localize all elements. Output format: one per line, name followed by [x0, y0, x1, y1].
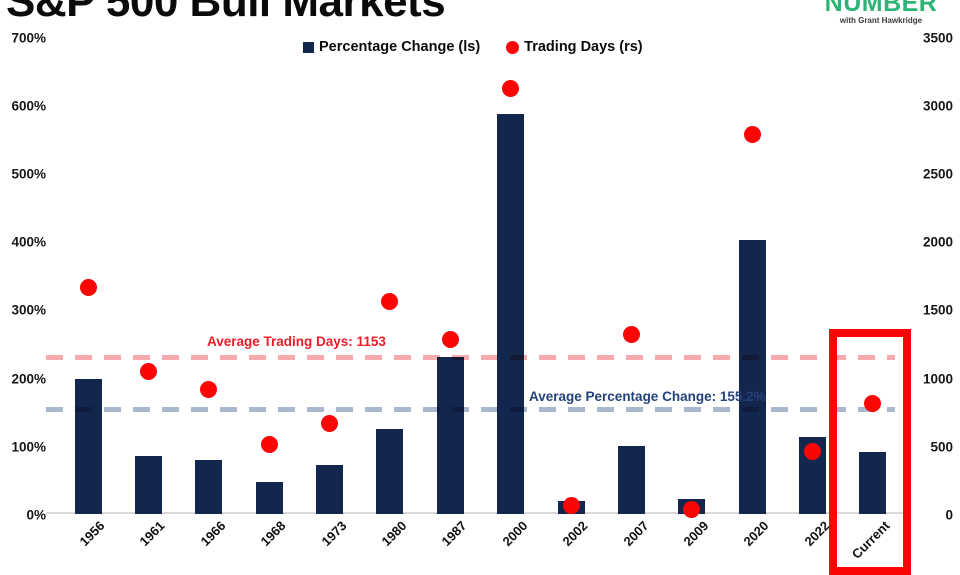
trading-days-dot-2002 [562, 496, 580, 514]
left-axis-tick-label: 300% [11, 302, 46, 318]
right-axis-tick-label: 3500 [922, 30, 953, 46]
trading-days-dot-2020 [743, 126, 761, 144]
trading-days-dot-2000 [502, 79, 520, 97]
page-title: S&P 500 Bull Markets [6, 0, 446, 26]
left-axis-tick-label: 400% [11, 234, 46, 250]
left-axis-tick-label: 100% [11, 439, 46, 455]
bar-1966 [195, 460, 223, 514]
bar-1980 [376, 429, 404, 514]
brand-tagline: with Grant Hawkridge [839, 16, 923, 25]
x-tick-label: 2000 [499, 518, 531, 550]
right-axis-tick-label: 1000 [922, 371, 953, 387]
legend-item-trading-days: Trading Days (rs) [506, 39, 643, 55]
bar-swatch-icon [303, 41, 314, 53]
left-axis-tick-label: 500% [11, 166, 46, 182]
trading-days-dot-1980 [381, 292, 399, 310]
x-axis-line [46, 512, 908, 514]
trading-days-dot-1966 [200, 381, 218, 399]
left-axis-tick-label: 200% [11, 371, 46, 387]
trading-days-dot-1961 [139, 362, 157, 380]
trading-days-dot-2007 [622, 325, 640, 343]
bar-1961 [134, 456, 162, 514]
x-tick-label: 1966 [197, 518, 229, 550]
left-axis-tick-label: 0% [26, 507, 46, 523]
left-axis-tick-label: 700% [11, 30, 46, 46]
right-axis-tick-label: 2500 [922, 166, 953, 182]
bar-1956 [74, 378, 102, 514]
x-tick-label: 1973 [318, 518, 350, 550]
trading-days-dot-1968 [260, 435, 278, 453]
bar-current [859, 452, 887, 514]
legend-label: Percentage Change (ls) [319, 39, 481, 55]
trading-days-dot-1987 [441, 330, 459, 348]
x-tick-label: 1956 [76, 518, 108, 550]
x-tick-label: 1987 [438, 518, 470, 550]
bar-1973 [316, 464, 344, 514]
right-axis-tick-label: 0 [945, 507, 953, 523]
trading-days-dot-1956 [79, 278, 97, 296]
bar-2000 [497, 114, 525, 514]
legend-label: Trading Days (rs) [524, 39, 643, 55]
right-axis-tick-label: 3000 [922, 98, 953, 114]
right-axis-tick-label: 1500 [922, 302, 953, 318]
x-tick-label: 2020 [740, 518, 772, 550]
avg-percentage-change-label: Average Percentage Change: 155.2% [529, 389, 766, 404]
x-tick-label: 1968 [257, 518, 289, 550]
avg-percentage-change-line [46, 407, 895, 412]
bar-1968 [255, 482, 283, 514]
legend: Percentage Change (ls) Trading Days (rs) [303, 39, 643, 55]
bar-1987 [436, 356, 464, 514]
avg-trading-days-line [46, 355, 895, 360]
trading-days-dot-current [864, 395, 882, 413]
dot-swatch-icon [506, 40, 520, 54]
brand-logo: NUMBER with Grant Hawkridge [822, 0, 940, 25]
x-tick-label: 1980 [378, 518, 410, 550]
trading-days-dot-1973 [321, 414, 339, 432]
x-tick-label: 2007 [619, 518, 652, 550]
x-tick-label: 2022 [801, 518, 833, 550]
avg-trading-days-label: Average Trading Days: 1153 [207, 334, 386, 349]
trading-days-dot-2022 [804, 443, 822, 461]
x-tick-label: 1961 [136, 518, 168, 550]
current-bull-highlight-box [829, 329, 911, 575]
x-tick-label: 2009 [680, 518, 712, 550]
brand-name: NUMBER [824, 0, 938, 17]
trading-days-dot-2009 [683, 501, 701, 519]
bar-2007 [617, 446, 645, 514]
right-axis-tick-label: 2000 [922, 234, 953, 250]
right-axis-tick-label: 500 [930, 439, 953, 455]
left-axis-tick-label: 600% [11, 98, 46, 114]
bar-2020 [738, 240, 766, 514]
legend-item-percentage-change: Percentage Change (ls) [303, 39, 480, 55]
x-tick-label: 2002 [559, 518, 591, 550]
